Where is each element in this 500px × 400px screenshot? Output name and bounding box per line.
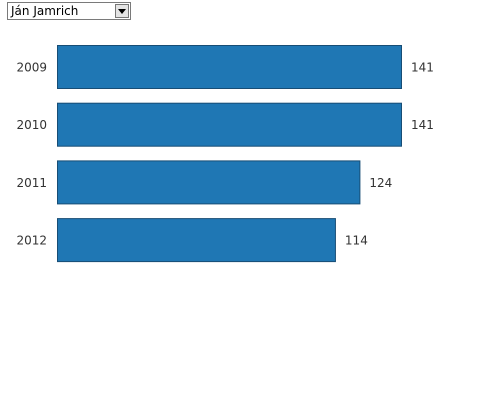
chevron-down-icon[interactable] [115,4,129,18]
value-label-2009: 141 [411,61,434,75]
category-label-2012: 2012 [16,234,47,248]
value-label-2010: 141 [411,118,434,132]
person-select-value: Ján Jamrich [11,4,79,18]
value-label-2011: 124 [369,176,392,190]
value-label-2012: 114 [345,234,368,248]
bar-2011 [57,160,361,205]
category-label-2010: 2010 [16,118,47,132]
category-label-2011: 2011 [16,176,47,190]
category-label-2009: 2009 [16,61,47,75]
bar-2012 [57,218,336,263]
person-select[interactable]: Ján Jamrich [7,2,131,20]
bar-2009 [57,45,402,89]
bar-2010 [57,102,402,147]
